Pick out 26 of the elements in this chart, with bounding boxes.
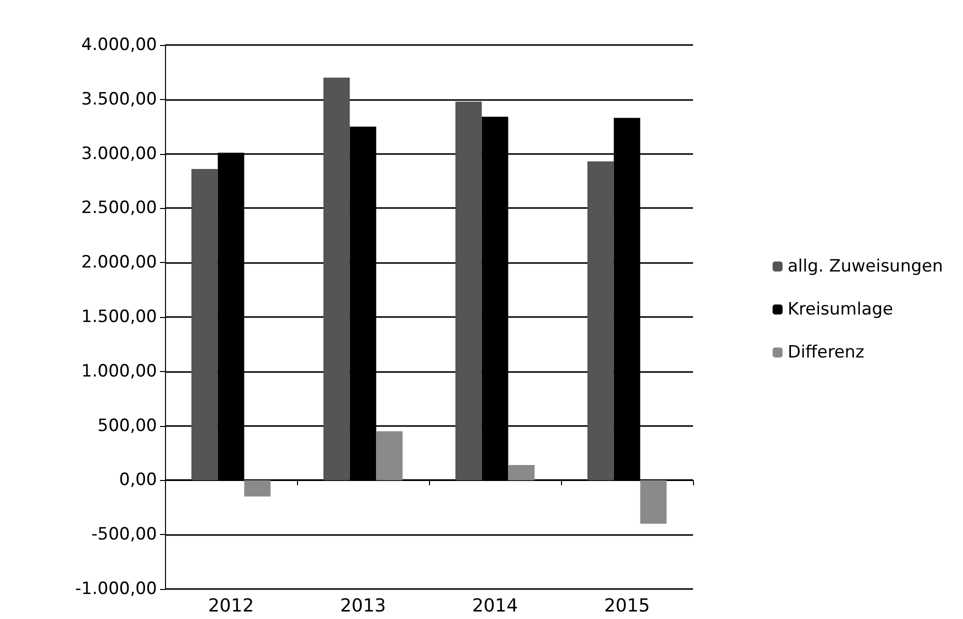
legend-label: Differenz (788, 342, 864, 362)
y-tick-label: 2.500,00 (81, 198, 157, 218)
y-tick-label: 500,00 (98, 416, 157, 436)
y-tick-label: 1.000,00 (81, 361, 157, 382)
bar (587, 161, 614, 480)
bar (244, 480, 271, 497)
x-tick-label: 2015 (604, 596, 650, 616)
bar (640, 480, 667, 524)
y-tick-label: 0,00 (119, 470, 157, 490)
bar (455, 102, 482, 480)
legend-label: allg. Zuweisungen (788, 256, 944, 276)
y-tick-label: -500,00 (91, 524, 157, 545)
bar (191, 169, 218, 480)
bar (323, 78, 350, 480)
y-tick-label: 3.000,00 (81, 144, 157, 164)
bar (376, 431, 403, 480)
bar (508, 464, 535, 480)
y-tick-label: -1.000,00 (75, 579, 157, 599)
x-tick-label: 2012 (208, 596, 254, 616)
x-tick-label: 2013 (340, 596, 386, 616)
legend-label: Kreisumlage (788, 300, 894, 320)
y-tick-label: 4.000,00 (81, 35, 157, 55)
x-tick-label: 2014 (472, 596, 518, 616)
y-tick-label: 2.000,00 (81, 252, 157, 273)
y-tick-label: 3.500,00 (81, 89, 157, 110)
y-tick-label: 1.500,00 (81, 307, 157, 327)
